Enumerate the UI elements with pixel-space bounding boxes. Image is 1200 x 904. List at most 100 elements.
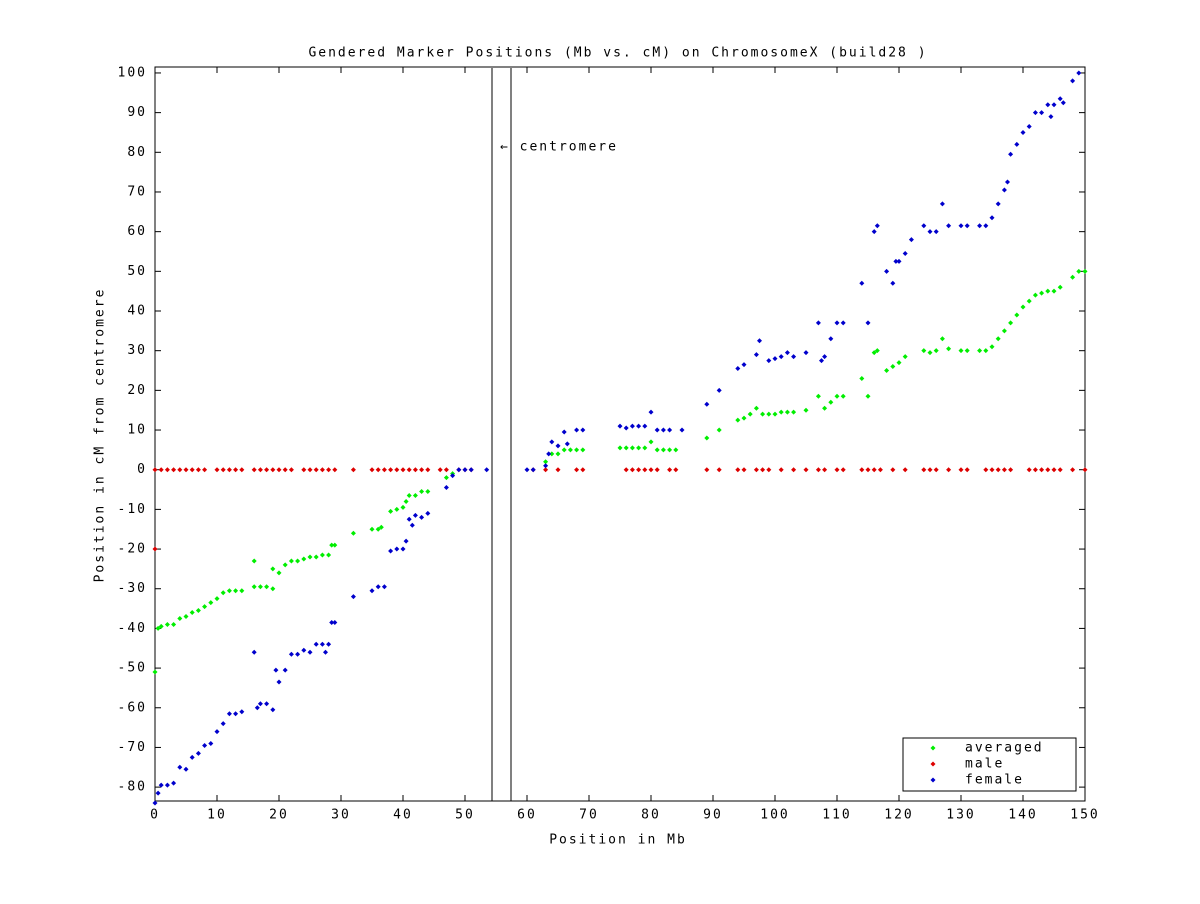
point bbox=[874, 348, 880, 354]
point bbox=[735, 467, 741, 473]
point bbox=[375, 584, 381, 590]
point bbox=[555, 443, 561, 449]
x-tick-label: 0 bbox=[150, 808, 160, 823]
point bbox=[406, 492, 412, 498]
point bbox=[667, 467, 673, 473]
point bbox=[549, 439, 555, 445]
point bbox=[629, 423, 635, 429]
point bbox=[760, 411, 766, 417]
point bbox=[642, 467, 648, 473]
point bbox=[437, 467, 443, 473]
point bbox=[329, 619, 335, 625]
point bbox=[319, 552, 325, 558]
x-tick-label: 140 bbox=[1008, 808, 1037, 823]
point bbox=[189, 754, 195, 760]
y-tick-label: -40 bbox=[118, 621, 147, 636]
point bbox=[412, 467, 418, 473]
point bbox=[270, 586, 276, 592]
point bbox=[753, 352, 759, 358]
point bbox=[394, 546, 400, 552]
point bbox=[208, 600, 214, 606]
point bbox=[735, 366, 741, 372]
point bbox=[1051, 102, 1057, 108]
point bbox=[400, 467, 406, 473]
point bbox=[716, 387, 722, 393]
point bbox=[1005, 179, 1010, 185]
point bbox=[623, 445, 629, 451]
point bbox=[388, 508, 394, 514]
point bbox=[735, 417, 741, 423]
point bbox=[939, 201, 945, 207]
point bbox=[400, 504, 406, 510]
point bbox=[995, 467, 1001, 473]
point bbox=[946, 467, 952, 473]
point bbox=[1020, 129, 1026, 135]
point bbox=[254, 705, 260, 711]
point bbox=[549, 451, 555, 457]
point bbox=[1032, 292, 1038, 298]
point bbox=[425, 489, 431, 495]
point bbox=[1008, 320, 1014, 326]
point bbox=[1026, 124, 1032, 130]
point bbox=[654, 467, 660, 473]
point bbox=[902, 250, 908, 256]
point bbox=[524, 467, 530, 473]
point bbox=[983, 467, 989, 473]
point bbox=[171, 621, 177, 627]
point bbox=[766, 411, 772, 417]
point bbox=[741, 362, 747, 368]
point bbox=[757, 338, 762, 344]
point bbox=[772, 356, 778, 362]
point bbox=[921, 348, 927, 354]
point bbox=[958, 223, 964, 229]
point bbox=[648, 439, 654, 445]
x-axis-label: Position in Mb bbox=[549, 833, 687, 848]
point bbox=[1008, 467, 1014, 473]
point bbox=[189, 467, 195, 473]
point bbox=[580, 447, 586, 453]
point bbox=[220, 721, 226, 727]
point bbox=[778, 467, 784, 473]
point bbox=[772, 411, 778, 417]
point bbox=[741, 467, 747, 473]
point bbox=[319, 467, 325, 473]
point bbox=[859, 280, 865, 286]
point bbox=[983, 223, 989, 229]
point bbox=[350, 467, 356, 473]
point bbox=[642, 445, 648, 451]
point bbox=[270, 467, 276, 473]
legend-label: male bbox=[965, 757, 1004, 772]
point bbox=[815, 467, 821, 473]
point bbox=[803, 467, 809, 473]
point bbox=[276, 679, 282, 685]
point bbox=[456, 467, 462, 473]
point bbox=[264, 701, 270, 707]
point bbox=[226, 711, 232, 717]
point bbox=[189, 610, 195, 616]
point bbox=[1082, 467, 1088, 473]
point bbox=[884, 368, 890, 374]
point bbox=[195, 750, 201, 756]
point bbox=[295, 558, 301, 564]
point bbox=[636, 423, 642, 429]
point bbox=[871, 229, 877, 235]
x-tick-label: 10 bbox=[207, 808, 227, 823]
point bbox=[226, 467, 232, 473]
point bbox=[778, 409, 784, 415]
point bbox=[183, 467, 189, 473]
y-tick-label: -20 bbox=[118, 542, 147, 557]
annotation: ← centromere bbox=[500, 140, 618, 155]
point bbox=[1001, 187, 1007, 193]
point bbox=[177, 467, 183, 473]
point bbox=[301, 647, 307, 653]
point bbox=[443, 485, 449, 491]
point bbox=[394, 467, 400, 473]
point bbox=[164, 467, 170, 473]
point bbox=[1051, 467, 1057, 473]
point bbox=[332, 619, 338, 625]
point bbox=[561, 429, 567, 435]
point bbox=[326, 467, 332, 473]
y-tick-label: 70 bbox=[127, 184, 147, 199]
point bbox=[629, 467, 635, 473]
